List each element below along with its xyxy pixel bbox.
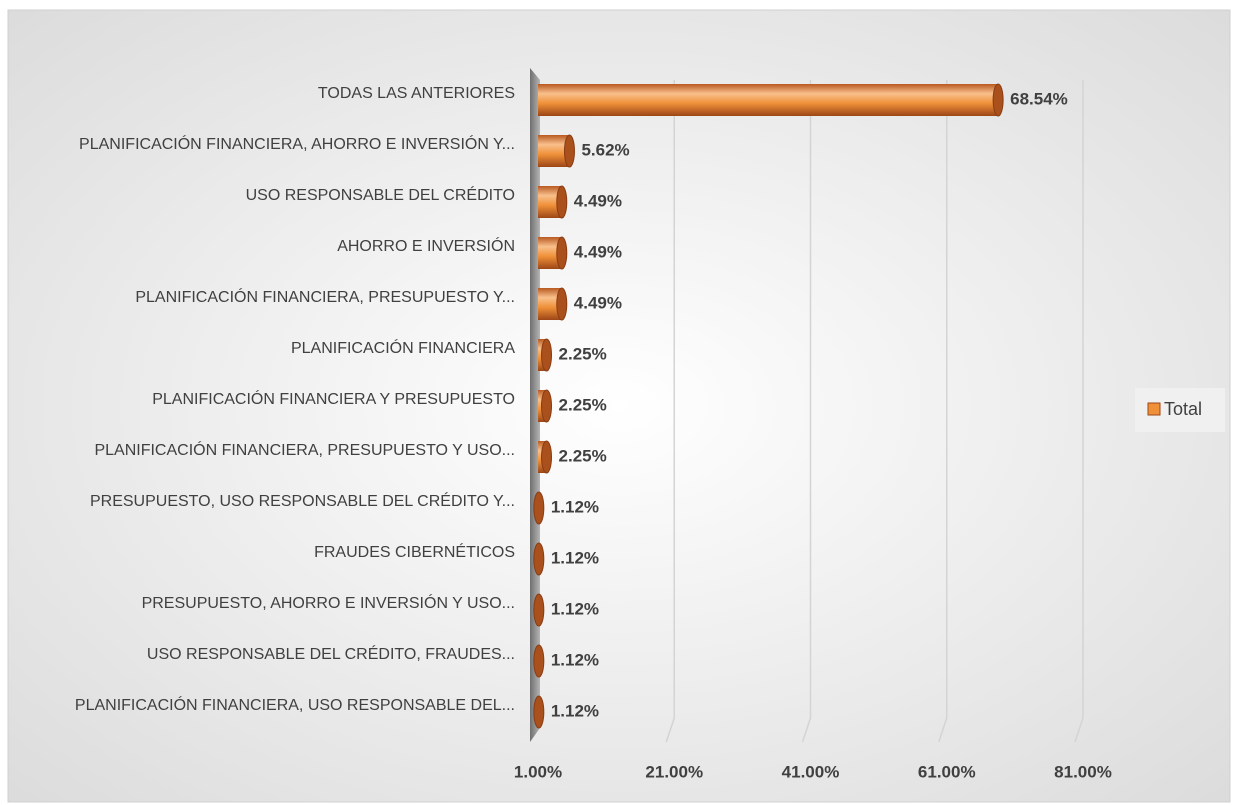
y-tick-label: PLANIFICACIÓN FINANCIERA Y PRESUPUESTO <box>152 389 515 408</box>
value-label: 1.12% <box>551 650 599 669</box>
y-tick-label: PLANIFICACIÓN FINANCIERA, PRESUPUESTO Y … <box>94 440 515 459</box>
value-label: 4.49% <box>574 293 622 312</box>
x-tick-label: 21.00% <box>645 762 703 781</box>
bar-cap <box>541 389 553 423</box>
y-tick-label: AHORRO E INVERSIÓN <box>337 236 515 255</box>
bar-cap <box>992 83 1004 117</box>
y-tick-label: PRESUPUESTO, USO RESPONSABLE DEL CRÉDITO… <box>90 491 515 510</box>
bar <box>538 237 562 269</box>
x-tick-label: 61.00% <box>918 762 976 781</box>
value-label: 5.62% <box>581 140 629 159</box>
x-tick-label: 41.00% <box>782 762 840 781</box>
value-label: 2.25% <box>559 344 607 363</box>
bar-cap <box>533 695 545 729</box>
grid-line <box>665 80 675 743</box>
bar-cap <box>556 185 568 219</box>
chart-area <box>7 9 1231 803</box>
value-label: 1.12% <box>551 701 599 720</box>
value-label: 1.12% <box>551 548 599 567</box>
bar-cap <box>533 491 545 525</box>
y-tick-label: USO RESPONSABLE DEL CRÉDITO, FRAUDES... <box>147 644 515 663</box>
y-tick-label: PLANIFICACIÓN FINANCIERA, PRESUPUESTO Y.… <box>135 287 515 306</box>
grid-line <box>938 80 948 743</box>
legend-swatch <box>1147 402 1161 416</box>
bar-cap <box>563 134 575 168</box>
grid-line <box>1074 80 1084 743</box>
value-label: 4.49% <box>574 242 622 261</box>
y-tick-label: PLANIFICACIÓN FINANCIERA, USO RESPONSABL… <box>75 695 515 714</box>
y-tick-label: PLANIFICACIÓN FINANCIERA <box>291 338 515 357</box>
value-label: 2.25% <box>559 395 607 414</box>
bar-cap <box>556 236 568 270</box>
bar-cap <box>533 542 545 576</box>
value-label: 68.54% <box>1010 89 1068 108</box>
bar <box>538 186 562 218</box>
y-tick-label: USO RESPONSABLE DEL CRÉDITO <box>246 185 515 204</box>
value-label: 4.49% <box>574 191 622 210</box>
y-tick-label: PLANIFICACIÓN FINANCIERA, AHORRO E INVER… <box>79 134 515 153</box>
bar-cap <box>533 644 545 678</box>
legend-label: Total <box>1164 399 1202 419</box>
value-label: 2.25% <box>559 446 607 465</box>
grid-line <box>801 80 812 743</box>
bar-cap <box>556 287 568 321</box>
x-tick-label: 1.00% <box>514 762 562 781</box>
y-tick-label: FRAUDES CIBERNÉTICOS <box>314 542 515 561</box>
bar-cap <box>541 338 553 372</box>
value-label: 1.12% <box>551 497 599 516</box>
value-label: 1.12% <box>551 599 599 618</box>
x-tick-label: 81.00% <box>1054 762 1112 781</box>
bar-cap <box>533 593 545 627</box>
bar-cap <box>541 440 553 474</box>
y-tick-label: PRESUPUESTO, AHORRO E INVERSIÓN Y USO... <box>142 593 515 612</box>
bar <box>538 288 562 320</box>
y-tick-label: TODAS LAS ANTERIORES <box>318 85 515 102</box>
bar <box>538 84 999 116</box>
